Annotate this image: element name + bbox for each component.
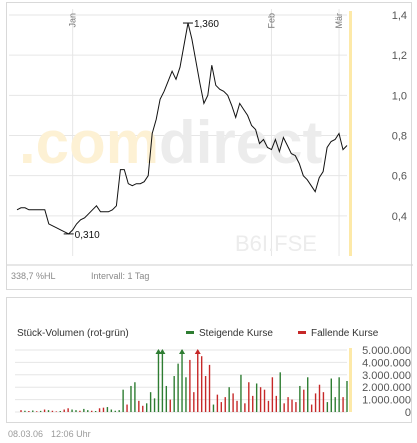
volume-y-tick-label: 0 <box>405 407 411 419</box>
month-label: Mär <box>334 13 344 29</box>
volume-y-tick-label: 3.000.000 <box>362 370 411 382</box>
price-y-tick-label: 0,4 <box>392 211 407 223</box>
volume-y-tick-label: 4.000.000 <box>362 357 411 369</box>
month-label: Jan <box>68 13 78 28</box>
month-labels: Jan Feb Mär <box>68 13 344 29</box>
watermark-logo-com: .com <box>19 109 159 176</box>
volume-overflow-arrow <box>194 349 201 354</box>
price-y-tick-label: 0,6 <box>392 171 407 183</box>
volume-title: Stück-Volumen (rot-grün) <box>17 328 129 339</box>
legend-down-label: Fallende Kurse <box>311 328 379 339</box>
price-chart: .comdirect B6I.FSE Jan Feb Mär 1,4 1,2 1,0 0,… <box>7 9 413 281</box>
price-y-tick-label: 0,8 <box>392 131 407 143</box>
interval-label: Intervall: 1 Tag <box>91 271 149 281</box>
price-y-tick-label: 1,2 <box>392 50 407 62</box>
footer: 08.03.06 12:06 Uhr <box>8 429 99 439</box>
price-grid <box>9 9 347 256</box>
max-label: 1,360 <box>194 19 219 30</box>
price-y-ticks: 1,4 1,2 1,0 0,8 0,6 0,4 <box>392 10 407 223</box>
price-y-tick-label: 1,0 <box>392 90 407 102</box>
min-label: 0,310 <box>75 230 100 241</box>
month-label: Feb <box>266 13 276 29</box>
price-series-line <box>16 22 348 235</box>
footer-time: 12:06 Uhr <box>51 429 91 439</box>
volume-overflow-arrow <box>155 349 162 354</box>
volume-y-tick-label: 1.000.000 <box>362 395 411 407</box>
watermark: .comdirect B6I.FSE <box>19 109 322 256</box>
volume-y-tick-label: 2.000.000 <box>362 382 411 394</box>
legend-up-swatch <box>186 331 194 334</box>
performance-label: 338,7 %HL <box>11 271 56 281</box>
price-highlight-bar <box>349 11 352 256</box>
price-annotations: 1,360 0,310 <box>63 19 219 241</box>
watermark-logo: .comdirect <box>19 109 322 176</box>
footer-date: 08.03.06 <box>8 429 44 439</box>
price-chart-panel: .comdirect B6I.FSE Jan Feb Mär 1,4 1,2 1,0 0,… <box>6 2 413 290</box>
watermark-symbol: B6I.FSE <box>235 231 317 256</box>
volume-grid <box>15 349 347 413</box>
volume-overflow-arrow <box>179 349 186 354</box>
volume-y-tick-label: 5.000.000 <box>362 345 411 357</box>
volume-y-ticks: 5.000.0004.000.0003.000.0002.000.0001.00… <box>362 345 411 419</box>
legend-up-label: Steigende Kurse <box>199 328 273 339</box>
volume-bars <box>20 349 348 412</box>
price-y-tick-label: 1,4 <box>392 10 407 22</box>
watermark-logo-direct: direct <box>159 109 322 176</box>
volume-overflow-arrow <box>159 349 166 354</box>
volume-chart-panel: Stück-Volumen (rot-grün) Steigende Kurse… <box>6 297 412 423</box>
legend-down-swatch <box>298 331 306 334</box>
volume-chart: Stück-Volumen (rot-grün) Steigende Kurse… <box>15 328 411 419</box>
volume-highlight-bar <box>349 348 352 412</box>
